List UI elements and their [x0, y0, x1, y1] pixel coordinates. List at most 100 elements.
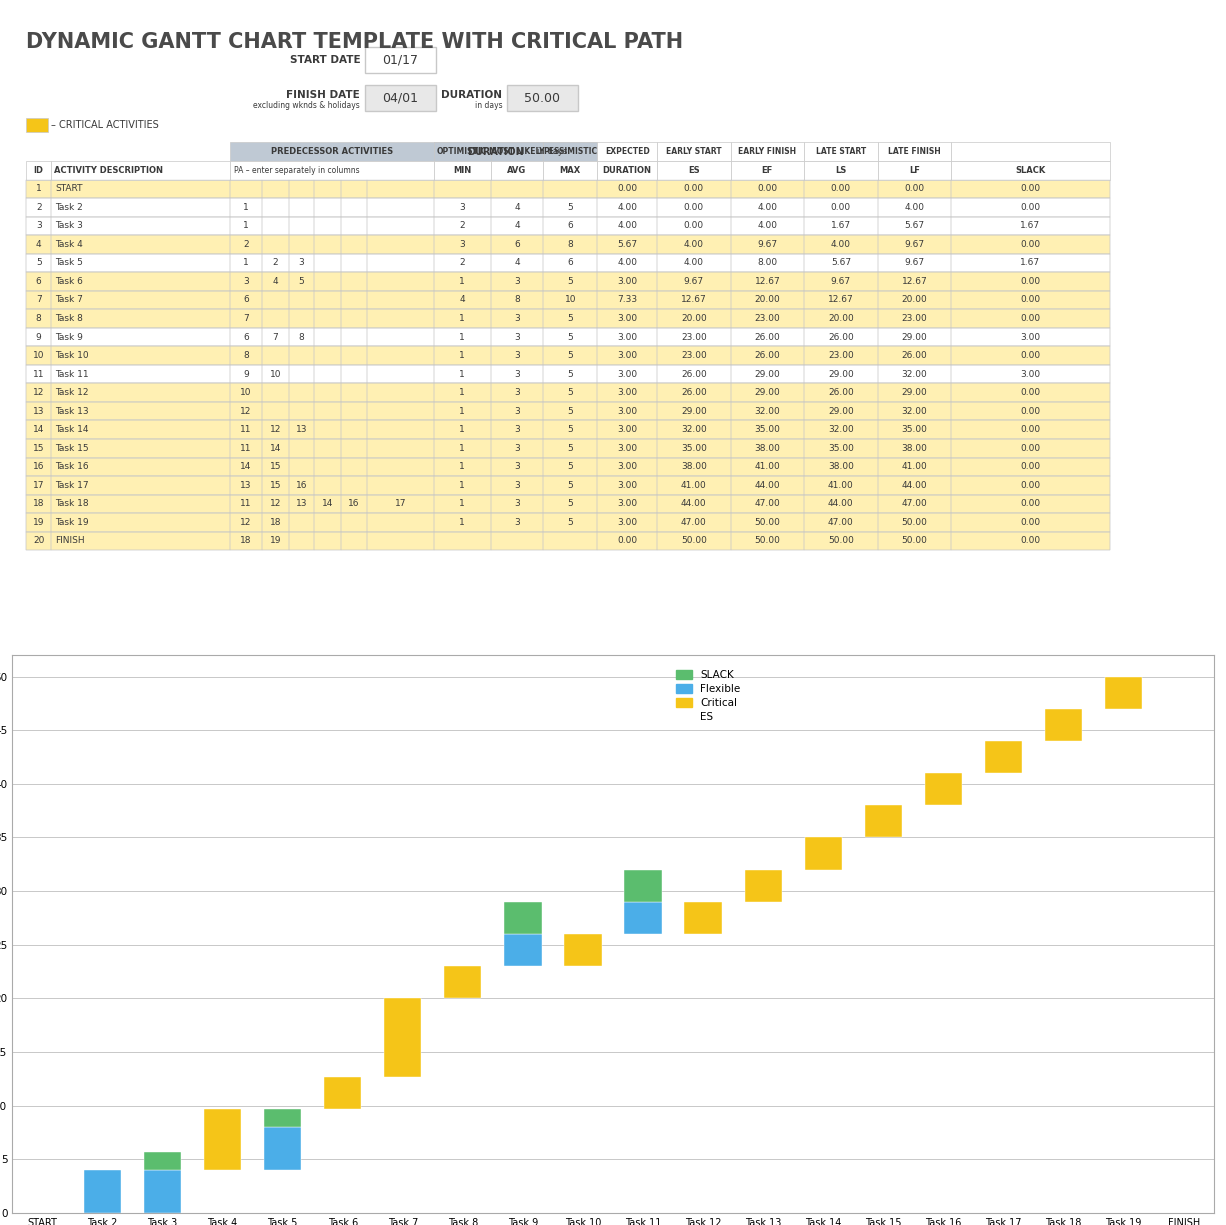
Bar [262, 513, 288, 532]
Bar [490, 495, 543, 513]
Text: 0.00: 0.00 [684, 203, 704, 212]
Text: 1: 1 [460, 407, 465, 415]
Bar [314, 198, 341, 217]
Text: 4.00: 4.00 [617, 258, 638, 267]
Bar [26, 180, 1110, 198]
Text: 8: 8 [243, 352, 249, 360]
Text: Task 5: Task 5 [55, 258, 83, 267]
Bar [490, 254, 543, 272]
Bar [229, 217, 262, 235]
Bar [804, 272, 878, 290]
Bar [314, 365, 341, 383]
Bar [229, 439, 262, 457]
Text: 50.00: 50.00 [754, 518, 780, 527]
Bar [288, 439, 314, 457]
Text: 5.67: 5.67 [831, 258, 851, 267]
Bar [51, 477, 229, 495]
Bar [490, 477, 543, 495]
Bar [314, 235, 341, 254]
Bar [597, 420, 657, 439]
Bar [26, 439, 51, 457]
Bar [229, 328, 262, 347]
Bar [26, 309, 51, 328]
Bar [878, 290, 951, 309]
Text: 3: 3 [514, 407, 520, 415]
Bar [878, 254, 951, 272]
Bar [229, 180, 262, 198]
Bar [26, 402, 51, 420]
Bar [951, 217, 1110, 235]
Bar [288, 532, 314, 550]
Text: 23.00: 23.00 [828, 352, 853, 360]
Bar [51, 217, 229, 235]
Text: Task 2: Task 2 [55, 203, 83, 212]
Bar [731, 420, 804, 439]
Bar [262, 383, 288, 402]
Bar [341, 198, 367, 217]
Bar [229, 142, 434, 160]
Text: 50.00: 50.00 [680, 537, 706, 545]
Text: Task 12: Task 12 [55, 388, 88, 397]
Bar [490, 235, 543, 254]
Bar [26, 272, 51, 290]
Text: 16: 16 [33, 462, 44, 472]
Bar [51, 290, 229, 309]
Bar [597, 365, 657, 383]
Text: 26.00: 26.00 [680, 370, 706, 379]
Bar [229, 532, 262, 550]
Text: 3.00: 3.00 [1020, 370, 1041, 379]
Bar [731, 439, 804, 457]
Text: 4.00: 4.00 [684, 258, 704, 267]
Text: 5: 5 [568, 388, 574, 397]
Bar [341, 365, 367, 383]
Bar [367, 457, 434, 477]
Bar [434, 235, 490, 254]
Bar [864, 805, 902, 838]
Bar [597, 402, 657, 420]
Bar [26, 383, 1110, 402]
Bar [288, 457, 314, 477]
Bar [878, 309, 951, 328]
Text: excluding wknds & holidays: excluding wknds & holidays [254, 100, 360, 110]
Text: 2: 2 [272, 258, 278, 267]
Bar [657, 383, 731, 402]
Bar [597, 272, 657, 290]
Text: Task 6: Task 6 [55, 277, 83, 285]
Bar [543, 160, 597, 180]
Bar [804, 290, 878, 309]
Bar [314, 347, 341, 365]
Bar [657, 142, 731, 160]
Text: 1.67: 1.67 [1020, 258, 1041, 267]
Text: 4.00: 4.00 [617, 222, 638, 230]
Text: 3: 3 [514, 462, 520, 472]
Text: 29.00: 29.00 [828, 370, 853, 379]
Bar [1105, 676, 1143, 709]
Bar [341, 495, 367, 513]
Bar [504, 967, 542, 1213]
Bar [434, 328, 490, 347]
Bar [367, 402, 434, 420]
Bar [864, 838, 902, 1213]
Bar [731, 254, 804, 272]
Text: 0.00: 0.00 [1020, 407, 1041, 415]
Bar [543, 272, 597, 290]
Bar [490, 142, 543, 160]
Bar [804, 495, 878, 513]
Bar [26, 328, 1110, 347]
Bar [229, 457, 262, 477]
Bar [490, 290, 543, 309]
Bar [878, 142, 951, 160]
Text: Task 4: Task 4 [55, 240, 83, 249]
Text: 32.00: 32.00 [828, 425, 853, 434]
Text: ACTIVITY DESCRIPTION: ACTIVITY DESCRIPTION [54, 165, 163, 175]
Text: Task 10: Task 10 [55, 352, 89, 360]
Bar [597, 347, 657, 365]
Text: 4: 4 [514, 203, 520, 212]
Bar [288, 309, 314, 328]
Bar [262, 347, 288, 365]
Bar [434, 439, 490, 457]
Bar [804, 838, 842, 870]
Bar [314, 309, 341, 328]
Bar [288, 328, 314, 347]
Text: 18: 18 [270, 518, 281, 527]
